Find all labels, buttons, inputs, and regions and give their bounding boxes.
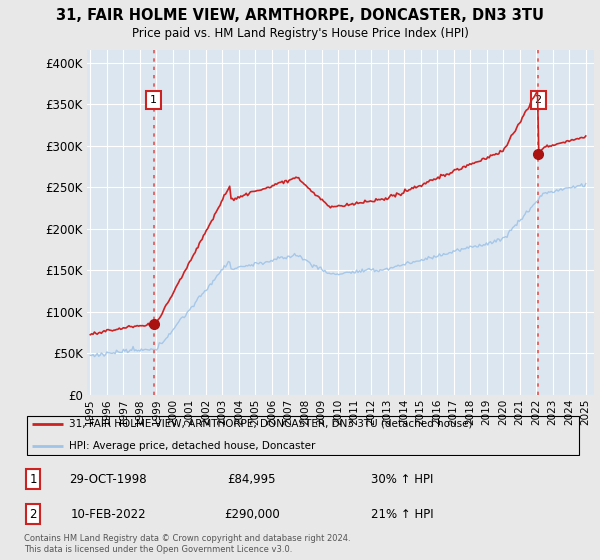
Text: 29-OCT-1998: 29-OCT-1998 <box>69 473 147 486</box>
Text: HPI: Average price, detached house, Doncaster: HPI: Average price, detached house, Donc… <box>68 441 315 451</box>
Text: 21% ↑ HPI: 21% ↑ HPI <box>371 507 433 521</box>
Text: 10-FEB-2022: 10-FEB-2022 <box>70 507 146 521</box>
Text: 31, FAIR HOLME VIEW, ARMTHORPE, DONCASTER, DN3 3TU: 31, FAIR HOLME VIEW, ARMTHORPE, DONCASTE… <box>56 8 544 24</box>
Text: Price paid vs. HM Land Registry's House Price Index (HPI): Price paid vs. HM Land Registry's House … <box>131 27 469 40</box>
Text: 30% ↑ HPI: 30% ↑ HPI <box>371 473 433 486</box>
Text: 31, FAIR HOLME VIEW, ARMTHORPE, DONCASTER, DN3 3TU (detached house): 31, FAIR HOLME VIEW, ARMTHORPE, DONCASTE… <box>68 419 472 428</box>
Text: £290,000: £290,000 <box>224 507 280 521</box>
Text: 2: 2 <box>535 95 542 105</box>
Text: £84,995: £84,995 <box>228 473 276 486</box>
Text: 2: 2 <box>29 507 37 521</box>
Text: Contains HM Land Registry data © Crown copyright and database right 2024.
This d: Contains HM Land Registry data © Crown c… <box>24 534 350 554</box>
Text: 1: 1 <box>150 95 157 105</box>
Text: 1: 1 <box>29 473 37 486</box>
